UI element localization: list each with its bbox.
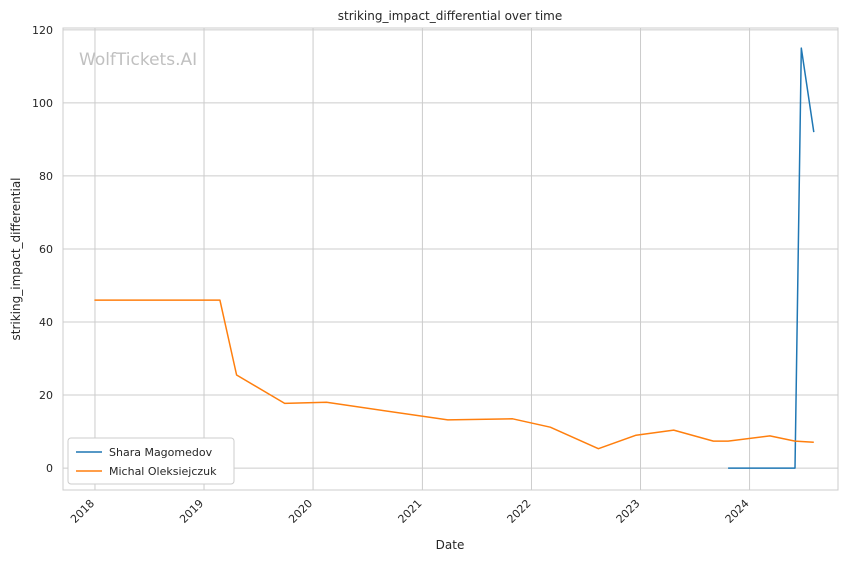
y-tick-label: 40 [39,316,53,329]
plot-area [62,27,839,491]
x-axis-ticks: 2018 2019 2020 2021 2022 2023 2024 [68,497,752,526]
y-axis-label: striking_impact_differential [9,177,23,340]
legend-box [67,437,235,485]
y-tick-label: 100 [32,97,53,110]
series-line-2 [94,299,814,450]
y-tick-label: 20 [39,389,53,402]
y-tick-label: 120 [32,24,53,37]
y-tick-label: 60 [39,243,53,256]
x-axis-label: Date [436,538,465,552]
x-tick-label: 2020 [286,497,315,526]
x-tick-label: 2022 [505,497,534,526]
grid [63,28,838,490]
series-layer [94,47,815,469]
legend: Shara Magomedov Michal Oleksiejczuk [67,437,235,485]
legend-label: Shara Magomedov [109,446,213,459]
legend-label: Michal Oleksiejczuk [109,465,217,478]
y-axis-ticks: 0 20 40 60 80 100 120 [32,24,53,475]
x-tick-label: 2023 [614,497,643,526]
series-line-1 [728,47,815,469]
x-tick-label: 2018 [68,497,97,526]
y-tick-label: 0 [46,462,53,475]
y-tick-label: 80 [39,170,53,183]
x-tick-label: 2021 [396,497,425,526]
x-tick-label: 2019 [177,497,206,526]
watermark: WolfTickets.AI [79,50,197,70]
x-tick-label: 2024 [723,497,752,526]
chart-title: striking_impact_differential over time [338,9,563,23]
